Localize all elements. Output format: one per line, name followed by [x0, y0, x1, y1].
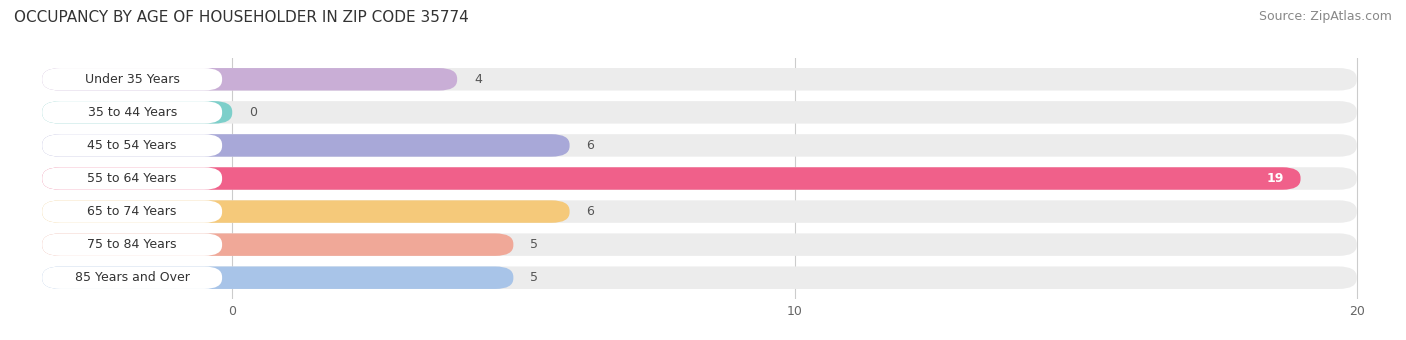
Text: 0: 0 [249, 106, 257, 119]
FancyBboxPatch shape [42, 68, 457, 90]
Text: 5: 5 [530, 238, 538, 251]
FancyBboxPatch shape [42, 200, 569, 223]
FancyBboxPatch shape [42, 167, 1301, 190]
FancyBboxPatch shape [42, 101, 1357, 124]
FancyBboxPatch shape [42, 68, 222, 90]
FancyBboxPatch shape [42, 233, 1357, 256]
FancyBboxPatch shape [42, 134, 1357, 157]
FancyBboxPatch shape [42, 267, 513, 289]
FancyBboxPatch shape [42, 101, 222, 124]
FancyBboxPatch shape [42, 233, 513, 256]
FancyBboxPatch shape [42, 200, 222, 223]
FancyBboxPatch shape [42, 68, 1357, 90]
Text: Source: ZipAtlas.com: Source: ZipAtlas.com [1258, 10, 1392, 23]
Text: 19: 19 [1267, 172, 1284, 185]
FancyBboxPatch shape [42, 233, 222, 256]
Text: Under 35 Years: Under 35 Years [84, 73, 180, 86]
Text: 35 to 44 Years: 35 to 44 Years [87, 106, 177, 119]
FancyBboxPatch shape [42, 101, 232, 124]
FancyBboxPatch shape [42, 267, 222, 289]
Text: 65 to 74 Years: 65 to 74 Years [87, 205, 177, 218]
FancyBboxPatch shape [42, 267, 1357, 289]
FancyBboxPatch shape [42, 167, 222, 190]
Text: 6: 6 [586, 205, 595, 218]
Text: 4: 4 [474, 73, 482, 86]
FancyBboxPatch shape [42, 134, 222, 157]
Text: 5: 5 [530, 271, 538, 284]
FancyBboxPatch shape [42, 200, 1357, 223]
Text: 75 to 84 Years: 75 to 84 Years [87, 238, 177, 251]
FancyBboxPatch shape [42, 167, 1357, 190]
Text: OCCUPANCY BY AGE OF HOUSEHOLDER IN ZIP CODE 35774: OCCUPANCY BY AGE OF HOUSEHOLDER IN ZIP C… [14, 10, 468, 25]
Text: 85 Years and Over: 85 Years and Over [75, 271, 190, 284]
Text: 6: 6 [586, 139, 595, 152]
Text: 45 to 54 Years: 45 to 54 Years [87, 139, 177, 152]
Text: 55 to 64 Years: 55 to 64 Years [87, 172, 177, 185]
FancyBboxPatch shape [42, 134, 569, 157]
